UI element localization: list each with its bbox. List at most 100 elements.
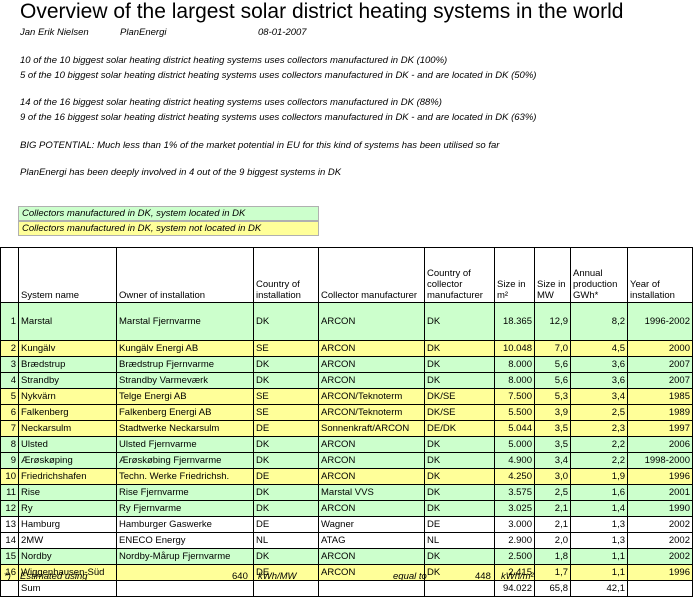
cell-country — [253, 580, 319, 597]
cell-annual-production: 3,6 — [570, 372, 628, 389]
cell-annual-production: 1,1 — [570, 564, 628, 581]
cell-no: 3 — [0, 356, 19, 373]
cell-system-name: Ærøskøping — [18, 452, 117, 469]
cell-system-name: Strandby — [18, 372, 117, 389]
cell-collector-manufacturer: ATAG — [318, 532, 425, 549]
cell-collector-manufacturer: ARCON — [318, 372, 425, 389]
cell-system-name: Falkenberg — [18, 404, 117, 421]
cell-size-m2: 2.500 — [494, 548, 535, 565]
cell-manufacturer-country: DK — [424, 452, 495, 469]
header-size-m2: Size in m² — [494, 247, 535, 303]
cell-year: 2000 — [627, 340, 693, 357]
cell-manufacturer-country: DK — [424, 484, 495, 501]
cell-size-mw: 65,8 — [534, 580, 571, 597]
cell-size-mw: 3,0 — [534, 468, 571, 485]
cell-annual-production: 1,6 — [570, 484, 628, 501]
cell-size-m2: 8.000 — [494, 372, 535, 389]
table-row: 7 Neckarsulm Stadtwerke Neckarsulm DE Sonnen… — [0, 420, 693, 437]
cell-system-name: Neckarsulm — [18, 420, 117, 437]
cell-collector-manufacturer: ARCON — [318, 468, 425, 485]
cell-owner: Stadtwerke Neckarsulm — [116, 420, 254, 437]
cell-manufacturer-country: DK/SE — [424, 388, 495, 405]
cell-owner: Rise Fjernvarme — [116, 484, 254, 501]
cell-manufacturer-country: NL — [424, 532, 495, 549]
cell-annual-production: 1,3 — [570, 532, 628, 549]
note-2: 5 of the 10 biggest solar heating distri… — [20, 70, 537, 81]
cell-year: 2007 — [627, 372, 693, 389]
cell-annual-production: 4,5 — [570, 340, 628, 357]
cell-no: 1 — [0, 302, 19, 341]
cell-owner: Strandby Varmeværk — [116, 372, 254, 389]
cell-manufacturer-country: DK — [424, 500, 495, 517]
cell-owner: Telge Energi AB — [116, 388, 254, 405]
cell-owner: Ry Fjernvarme — [116, 500, 254, 517]
cell-no: 11 — [0, 484, 19, 501]
cell-system-name: Nykvärn — [18, 388, 117, 405]
cell-country: DK — [253, 356, 319, 373]
cell-year: 1998-2000 — [627, 452, 693, 469]
cell-manufacturer-country: DK — [424, 356, 495, 373]
cell-country: DE — [253, 516, 319, 533]
solar-systems-table: System name Owner of installation Countr… — [0, 247, 693, 597]
note-6: PlanEnergi has been deeply involved in 4… — [20, 167, 342, 178]
footnote-value2: 448 — [475, 571, 491, 582]
cell-system-name: Kungälv — [18, 340, 117, 357]
cell-collector-manufacturer: ARCON — [318, 302, 425, 341]
cell-owner: Marstal Fjernvarme — [116, 302, 254, 341]
cell-size-m2: 3.000 — [494, 516, 535, 533]
cell-collector-manufacturer: ARCON — [318, 340, 425, 357]
cell-system-name: Rise — [18, 484, 117, 501]
cell-collector-manufacturer: ARCON — [318, 436, 425, 453]
cell-annual-production: 2,2 — [570, 452, 628, 469]
cell-size-m2: 3.025 — [494, 500, 535, 517]
cell-manufacturer-country: DK — [424, 468, 495, 485]
table-row: 8 Ulsted Ulsted Fjernvarme DK ARCON DK 5.000 3,… — [0, 436, 693, 453]
cell-annual-production: 1,9 — [570, 468, 628, 485]
cell-manufacturer-country: DE/DK — [424, 420, 495, 437]
cell-no: 15 — [0, 548, 19, 565]
cell-year: 2001 — [627, 484, 693, 501]
note-3: 14 of the 16 biggest solar heating distr… — [20, 97, 442, 108]
cell-year — [627, 580, 693, 597]
cell-size-m2: 10.048 — [494, 340, 535, 357]
cell-collector-manufacturer: ARCON — [318, 500, 425, 517]
table-row: 10 Friedrichshafen Techn. Werke Friedrichs… — [0, 468, 693, 485]
cell-system-name: Ulsted — [18, 436, 117, 453]
author: Jan Erik Nielsen — [20, 27, 89, 38]
cell-annual-production: 2,5 — [570, 404, 628, 421]
legend-green: Collectors manufactured in DK, system lo… — [18, 206, 319, 221]
cell-owner: Falkenberg Energi AB — [116, 404, 254, 421]
cell-no: 4 — [0, 372, 19, 389]
cell-year: 1996 — [627, 564, 693, 581]
cell-size-m2: 8.000 — [494, 356, 535, 373]
cell-system-name: Brædstrup — [18, 356, 117, 373]
header-collector-manufacturer: Collector manufacturer — [318, 247, 425, 303]
table-row: 14 2MW ENECO Energy NL ATAG NL 2.900 2,0 1,3 2002 — [0, 532, 693, 549]
cell-country: SE — [253, 340, 319, 357]
cell-collector-manufacturer: ARCON — [318, 452, 425, 469]
table-row: 9 Ærøskøping Ærøskøbing Fjernvarme DK ARCON D… — [0, 452, 693, 469]
cell-no — [0, 580, 19, 597]
cell-size-m2: 2.415 — [494, 564, 535, 581]
cell-manufacturer-country: DE — [424, 516, 495, 533]
cell-size-m2: 94.022 — [494, 580, 535, 597]
header-manufacturer-country: Country of collector manufacturer — [424, 247, 495, 303]
cell-no: 16 — [0, 564, 19, 581]
cell-size-mw: 5,6 — [534, 372, 571, 389]
cell-size-m2: 5.000 — [494, 436, 535, 453]
cell-collector-manufacturer: ARCON/Teknoterm — [318, 404, 425, 421]
footnote-value1: 640 — [232, 571, 248, 582]
cell-year: 2002 — [627, 516, 693, 533]
footnote-equal: equal to — [393, 571, 427, 582]
cell-country: DK — [253, 372, 319, 389]
cell-country: DK — [253, 500, 319, 517]
header-year: Year of installation — [627, 247, 693, 303]
cell-country: NL — [253, 532, 319, 549]
cell-manufacturer-country: DK — [424, 302, 495, 341]
cell-annual-production: 1,4 — [570, 500, 628, 517]
cell-no: 14 — [0, 532, 19, 549]
table-header-row: System name Owner of installation Countr… — [0, 247, 693, 303]
cell-country: DK — [253, 452, 319, 469]
note-1: 10 of the 10 biggest solar heating distr… — [20, 55, 448, 66]
footnote-marker: *) — [4, 571, 11, 582]
